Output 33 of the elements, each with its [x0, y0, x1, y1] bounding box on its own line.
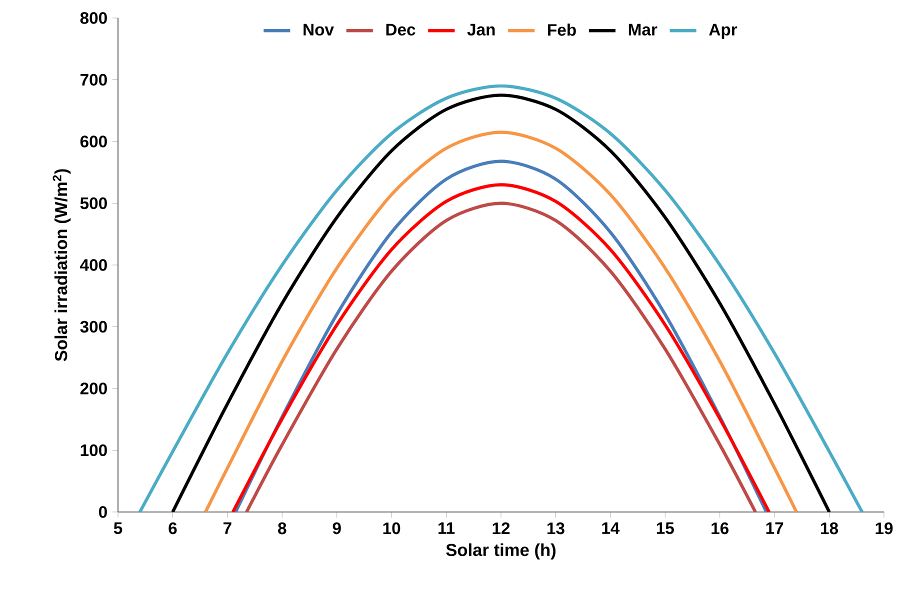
legend-label: Nov	[304, 24, 334, 36]
x-tick-label: 17	[766, 522, 784, 534]
x-tick-label: 6	[168, 522, 177, 534]
x-tick-label: 12	[492, 522, 510, 534]
x-tick-label: 7	[224, 522, 232, 534]
x-tick-label: 9	[332, 522, 341, 534]
y-tick-label: 600	[80, 136, 107, 148]
y-tick-label: 100	[80, 444, 107, 456]
x-tick-label: 5	[114, 522, 122, 534]
x-tick-label: 13	[547, 522, 564, 534]
x-tick-label: 15	[656, 522, 674, 534]
x-tick-label: 10	[383, 522, 400, 534]
y-tick-label: 300	[80, 320, 107, 333]
y-tick-label: 800	[80, 12, 107, 24]
x-tick-label: 18	[821, 522, 838, 534]
y-tick-label: 400	[80, 259, 107, 271]
x-tick-label: 19	[876, 522, 893, 534]
x-tick-label: 16	[712, 522, 729, 534]
line-series	[204, 130, 798, 512]
x-tick-label: 8	[278, 522, 286, 534]
x-tick-label: 14	[602, 522, 620, 534]
x-tick-label: 11	[438, 522, 455, 534]
x-axis-title: Solar time (h)	[446, 543, 556, 560]
y-axis-title: Solar irradiation (W/m$^{2}$)	[52, 169, 71, 362]
y-tick-label: 200	[80, 382, 107, 394]
y-tick-label: 500	[80, 197, 107, 210]
y-tick-label: 0	[99, 506, 107, 518]
legend-label: Jan	[467, 24, 495, 36]
legend-label: Feb	[548, 24, 576, 36]
legend-label: Dec	[386, 24, 416, 36]
y-tick-label: 700	[80, 74, 107, 86]
legend-label: Apr	[709, 24, 738, 39]
legend-label: Mar	[628, 24, 658, 36]
